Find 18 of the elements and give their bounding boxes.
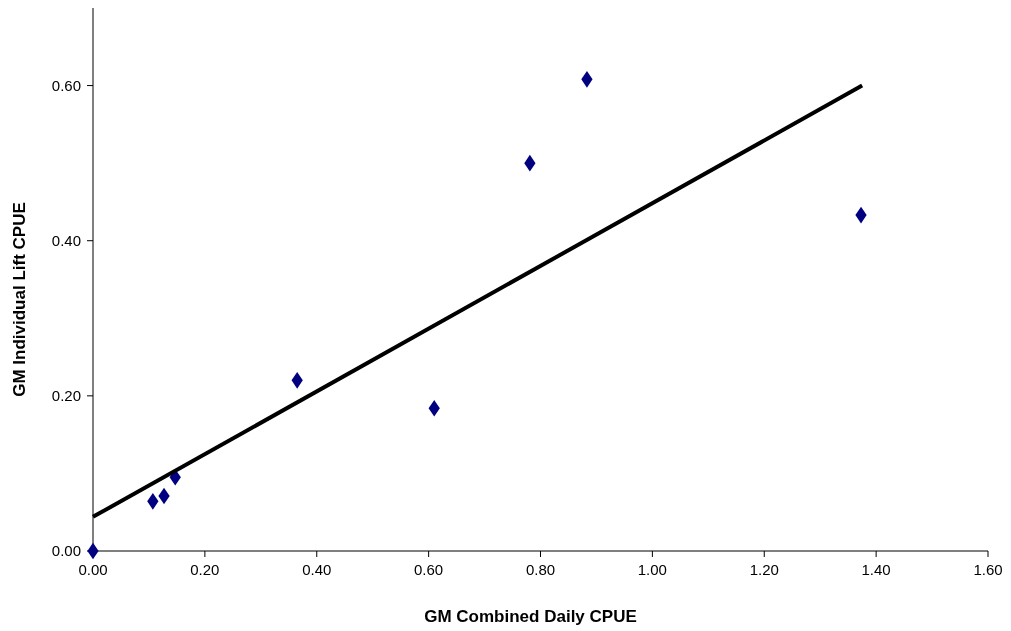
x-tick-label: 1.00 (637, 561, 667, 578)
x-axis-title: GM Combined Daily CPUE (424, 607, 637, 626)
y-tick-label: 0.20 (51, 386, 81, 404)
x-tick-label: 0.20 (190, 561, 220, 578)
x-tick-label: 1.40 (861, 561, 891, 578)
y-tick-label: 0.60 (51, 76, 81, 94)
point (581, 71, 593, 88)
y-tick-label: 0.40 (51, 231, 81, 249)
x-tick-label: 1.20 (749, 561, 779, 578)
x-tick-label: 1.60 (973, 561, 1003, 578)
point (291, 372, 303, 389)
x-tick-label: 0.00 (78, 561, 108, 578)
y-tick-label: 0.00 (51, 542, 81, 559)
y-axis-title: GM Individual Lift CPUE (10, 202, 29, 397)
x-tick-label: 0.80 (525, 561, 556, 578)
x-tick-label: 0.60 (414, 561, 444, 578)
x-tick-label: 0.40 (302, 561, 332, 578)
point (147, 493, 159, 510)
